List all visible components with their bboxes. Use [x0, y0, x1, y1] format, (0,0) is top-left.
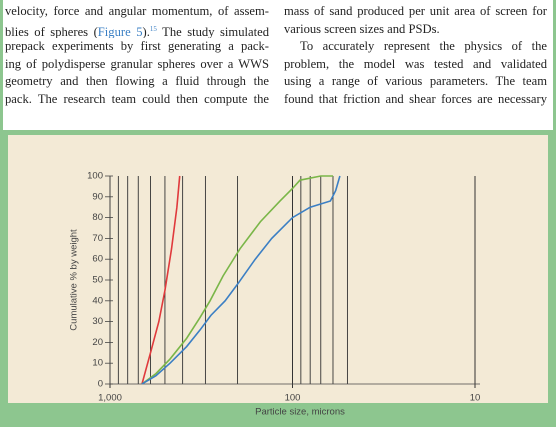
right-column: mass of sand produced per unit area of s…	[284, 3, 547, 109]
text: The study simulated	[156, 24, 269, 39]
y-tick-label: 80	[92, 212, 103, 223]
reference[interactable]: 15	[149, 24, 157, 33]
text-line: pack. The research team could then compu…	[5, 91, 269, 106]
text-line: To accurately represent the physics of t…	[300, 39, 547, 54]
y-tick-label: 70	[92, 233, 103, 244]
text-line: found that friction and shear forces are…	[284, 91, 547, 106]
y-tick-label: 100	[87, 171, 103, 182]
text-line: blies of spheres (Figure 5).15 The study…	[5, 21, 269, 39]
text-line: various screen sizes and PSDs.	[284, 21, 440, 36]
text-area: velocity, force and angular momentum, of…	[3, 0, 553, 130]
y-tick-label: 50	[92, 275, 103, 286]
text-line: mass of sand produced per unit area of s…	[284, 4, 547, 18]
y-tick-label: 0	[98, 379, 103, 390]
y-tick-label: 30	[92, 316, 103, 327]
y-tick-label: 90	[92, 191, 103, 202]
left-column: velocity, force and angular momentum, of…	[5, 3, 269, 109]
text-line: prepack experiments by first generating …	[5, 39, 269, 54]
data-line	[141, 175, 333, 385]
x-tick-label: 10	[470, 393, 481, 404]
text-line: velocity, force and angular momentum, of…	[5, 4, 269, 18]
text-line: ing of polydisperse granular spheres ove…	[5, 56, 269, 71]
text-line: geometry and then flowing a fluid throug…	[5, 74, 269, 89]
chart-panel	[8, 135, 548, 403]
y-tick-label: 10	[92, 358, 103, 369]
text-line: problem, the model was tested and valida…	[284, 56, 547, 71]
text: blies of spheres (	[5, 24, 98, 39]
y-tick-label: 40	[92, 295, 103, 306]
data-line	[141, 175, 181, 385]
data-line	[141, 175, 341, 385]
y-tick-label: 20	[92, 337, 103, 348]
x-tick-label: 1,000	[98, 393, 122, 404]
figure-link[interactable]: Figure 5	[97, 24, 143, 39]
text: ).	[142, 24, 150, 39]
x-tick-label: 100	[285, 393, 301, 404]
x-axis-label: Particle size, microns	[255, 407, 345, 418]
y-tick-label: 60	[92, 254, 103, 265]
text-line: using a range of various parameters. The…	[284, 74, 547, 89]
y-axis-label: Cumulative % by weight	[69, 229, 80, 331]
